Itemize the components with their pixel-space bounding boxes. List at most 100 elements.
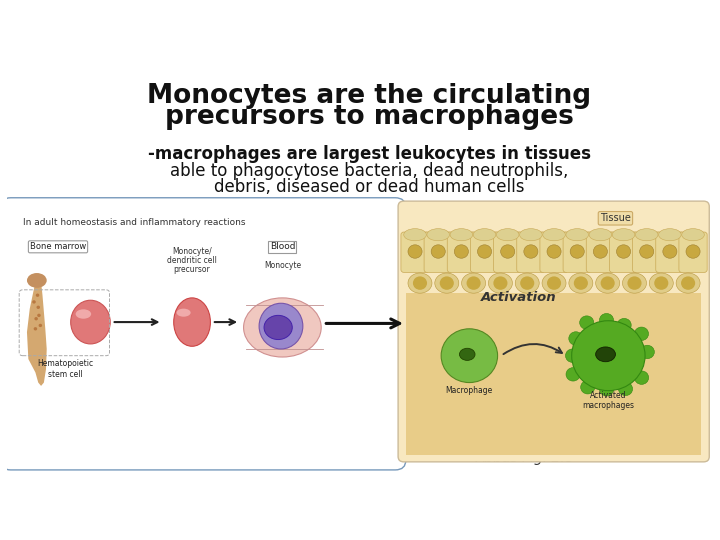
Ellipse shape	[520, 228, 542, 241]
Ellipse shape	[76, 309, 91, 319]
Ellipse shape	[459, 348, 475, 360]
Text: Abbas Fig. 2.8: Abbas Fig. 2.8	[476, 451, 575, 465]
Ellipse shape	[473, 228, 496, 241]
Text: Macrophage: Macrophage	[446, 386, 493, 395]
Circle shape	[686, 245, 700, 258]
Ellipse shape	[462, 273, 485, 293]
Text: Activated: Activated	[590, 391, 626, 400]
Circle shape	[663, 245, 677, 258]
Text: Bone marrow: Bone marrow	[30, 242, 86, 251]
Ellipse shape	[659, 228, 681, 241]
Circle shape	[34, 327, 37, 330]
Text: Tissue: Tissue	[600, 213, 631, 223]
Text: macrophages: macrophages	[582, 401, 634, 410]
Ellipse shape	[595, 347, 616, 362]
FancyBboxPatch shape	[424, 232, 452, 272]
Circle shape	[566, 368, 580, 381]
Text: able to phagocytose bacteria, dead neutrophils,: able to phagocytose bacteria, dead neutr…	[170, 162, 568, 180]
Circle shape	[500, 245, 515, 258]
Circle shape	[574, 276, 588, 290]
Circle shape	[37, 314, 41, 317]
Circle shape	[36, 294, 40, 297]
Ellipse shape	[176, 309, 191, 316]
Ellipse shape	[435, 273, 459, 293]
Ellipse shape	[543, 228, 565, 241]
FancyBboxPatch shape	[517, 232, 545, 272]
Ellipse shape	[404, 228, 426, 241]
FancyBboxPatch shape	[656, 232, 684, 272]
Text: precursor: precursor	[174, 265, 210, 274]
Circle shape	[627, 276, 642, 290]
Circle shape	[431, 245, 445, 258]
Bar	[406, 293, 701, 455]
Text: debris, diseased or dead human cells: debris, diseased or dead human cells	[214, 178, 524, 197]
FancyBboxPatch shape	[398, 201, 709, 462]
Polygon shape	[27, 275, 47, 386]
Circle shape	[477, 245, 492, 258]
Circle shape	[37, 306, 40, 309]
FancyBboxPatch shape	[494, 232, 522, 272]
Circle shape	[600, 314, 613, 327]
FancyBboxPatch shape	[0, 198, 406, 470]
Text: In adult homeostasis and inflammatory reactions: In adult homeostasis and inflammatory re…	[23, 218, 246, 227]
Ellipse shape	[569, 273, 593, 293]
Circle shape	[32, 300, 36, 303]
FancyBboxPatch shape	[609, 232, 638, 272]
Ellipse shape	[488, 273, 513, 293]
Ellipse shape	[408, 273, 432, 293]
Circle shape	[35, 317, 38, 320]
Circle shape	[616, 245, 631, 258]
Ellipse shape	[623, 273, 647, 293]
Text: Blood: Blood	[269, 242, 295, 251]
Circle shape	[454, 245, 469, 258]
Text: Monocyte/: Monocyte/	[172, 247, 212, 255]
FancyBboxPatch shape	[586, 232, 614, 272]
Circle shape	[520, 276, 534, 290]
Circle shape	[572, 321, 645, 390]
Ellipse shape	[516, 273, 539, 293]
Ellipse shape	[566, 228, 588, 241]
Text: precursors to macrophages: precursors to macrophages	[165, 104, 573, 130]
Circle shape	[440, 276, 454, 290]
Ellipse shape	[243, 298, 321, 357]
Ellipse shape	[174, 298, 210, 346]
FancyBboxPatch shape	[447, 232, 475, 272]
Circle shape	[493, 276, 508, 290]
Text: Activation: Activation	[481, 291, 557, 303]
Circle shape	[570, 245, 584, 258]
Ellipse shape	[259, 303, 303, 349]
FancyBboxPatch shape	[679, 232, 707, 272]
Ellipse shape	[496, 228, 519, 241]
Circle shape	[413, 276, 427, 290]
FancyBboxPatch shape	[540, 232, 568, 272]
Circle shape	[441, 329, 498, 382]
Circle shape	[467, 276, 481, 290]
Text: dendritic cell: dendritic cell	[167, 256, 217, 265]
Circle shape	[618, 382, 633, 396]
Ellipse shape	[595, 273, 620, 293]
Ellipse shape	[682, 228, 704, 241]
Ellipse shape	[676, 273, 700, 293]
Ellipse shape	[636, 228, 658, 241]
Ellipse shape	[612, 228, 635, 241]
Circle shape	[617, 319, 631, 332]
Ellipse shape	[71, 300, 110, 344]
Circle shape	[654, 276, 668, 290]
Circle shape	[547, 245, 561, 258]
Text: stem cell: stem cell	[48, 370, 82, 379]
Ellipse shape	[450, 228, 472, 241]
Text: -macrophages are largest leukocytes in tissues: -macrophages are largest leukocytes in t…	[148, 145, 590, 163]
Circle shape	[565, 349, 580, 362]
FancyBboxPatch shape	[470, 232, 499, 272]
Circle shape	[581, 381, 595, 394]
Circle shape	[600, 382, 613, 396]
Circle shape	[580, 316, 594, 329]
FancyBboxPatch shape	[401, 232, 429, 272]
Text: Hematopoietic: Hematopoietic	[37, 359, 93, 368]
Circle shape	[408, 245, 422, 258]
Text: Monocytes are the circulating: Monocytes are the circulating	[147, 83, 591, 109]
Circle shape	[569, 332, 583, 345]
Circle shape	[593, 245, 608, 258]
Circle shape	[39, 324, 42, 327]
Ellipse shape	[589, 228, 612, 241]
